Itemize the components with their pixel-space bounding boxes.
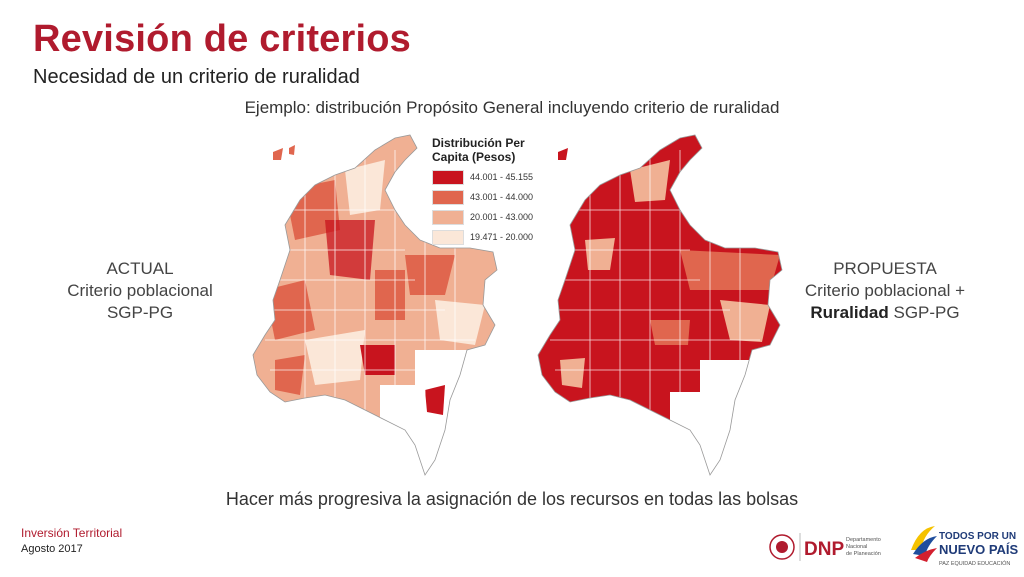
propuesta-rurality: Ruralidad <box>810 303 889 322</box>
propuesta-program: Ruralidad SGP-PG <box>780 302 990 324</box>
legend-label: 43.001 - 44.000 <box>470 192 534 202</box>
todos-por-un-nuevo-pais-logo: TODOS POR UN NUEVO PAÍS PAZ EQUIDAD EDUC… <box>911 526 1019 567</box>
dnp-text: DNP <box>804 539 844 560</box>
footer-date: Agosto 2017 <box>21 543 83 555</box>
dnp-sub3: de Planeación <box>846 551 881 557</box>
legend-label: 20.001 - 43.000 <box>470 212 534 222</box>
dnp-sub2: Nacional <box>846 544 867 550</box>
map-propuesta-colombia <box>537 134 783 476</box>
slide-title: Revisión de criterios <box>33 18 412 60</box>
map-legend: Distribución Per Capita (Pesos) 44.001 -… <box>432 136 547 245</box>
legend-title: Distribución Per Capita (Pesos) <box>432 136 547 164</box>
gov-line2: NUEVO PAÍS <box>939 542 1019 557</box>
legend-item: 20.001 - 43.000 <box>432 209 547 225</box>
legend-swatch <box>432 189 464 205</box>
legend-item: 43.001 - 44.000 <box>432 189 547 205</box>
example-caption: Ejemplo: distribución Propósito General … <box>244 98 780 117</box>
conclusion-text: Hacer más progresiva la asignación de lo… <box>225 489 799 509</box>
gov-line3: PAZ EQUIDAD EDUCACIÓN <box>939 560 1010 567</box>
dnp-sub1: Departamento <box>846 537 881 543</box>
legend-swatch <box>432 209 464 225</box>
legend-swatch <box>432 229 464 245</box>
footer-section: Inversión Territorial <box>21 526 123 540</box>
coat-of-arms-icon: DNP Departamento Nacional de Planeación <box>769 533 881 561</box>
actual-criterion: Criterio poblacional <box>67 281 213 300</box>
slide-subtitle: Necesidad de un criterio de ruralidad <box>33 66 360 88</box>
gobierno-logo: TODOS POR UN NUEVO PAÍS PAZ EQUIDAD EDUC… <box>905 520 1020 572</box>
dnp-logo: DNP Departamento Nacional de Planeación <box>768 527 883 567</box>
actual-heading: ACTUAL <box>106 259 174 278</box>
legend-item: 19.471 - 20.000 <box>432 229 547 245</box>
actual-program: SGP-PG <box>106 303 174 322</box>
propuesta-label: PROPUESTA Criterio poblacional + Ruralid… <box>780 258 990 324</box>
legend-title-line1: Distribución Per <box>432 136 525 150</box>
propuesta-criterion: Criterio poblacional + <box>804 281 966 300</box>
propuesta-program-rest: SGP-PG <box>888 303 960 322</box>
legend-swatch <box>432 169 464 185</box>
legend-item: 44.001 - 45.155 <box>432 169 547 185</box>
legend-label: 19.471 - 20.000 <box>470 232 534 242</box>
legend-label: 44.001 - 45.155 <box>470 172 534 182</box>
gov-line1: TODOS POR UN <box>939 531 1016 542</box>
propuesta-heading: PROPUESTA <box>833 259 937 278</box>
actual-label: ACTUAL Criterio poblacional SGP-PG <box>40 258 240 324</box>
legend-title-line2: Capita (Pesos) <box>432 150 516 164</box>
